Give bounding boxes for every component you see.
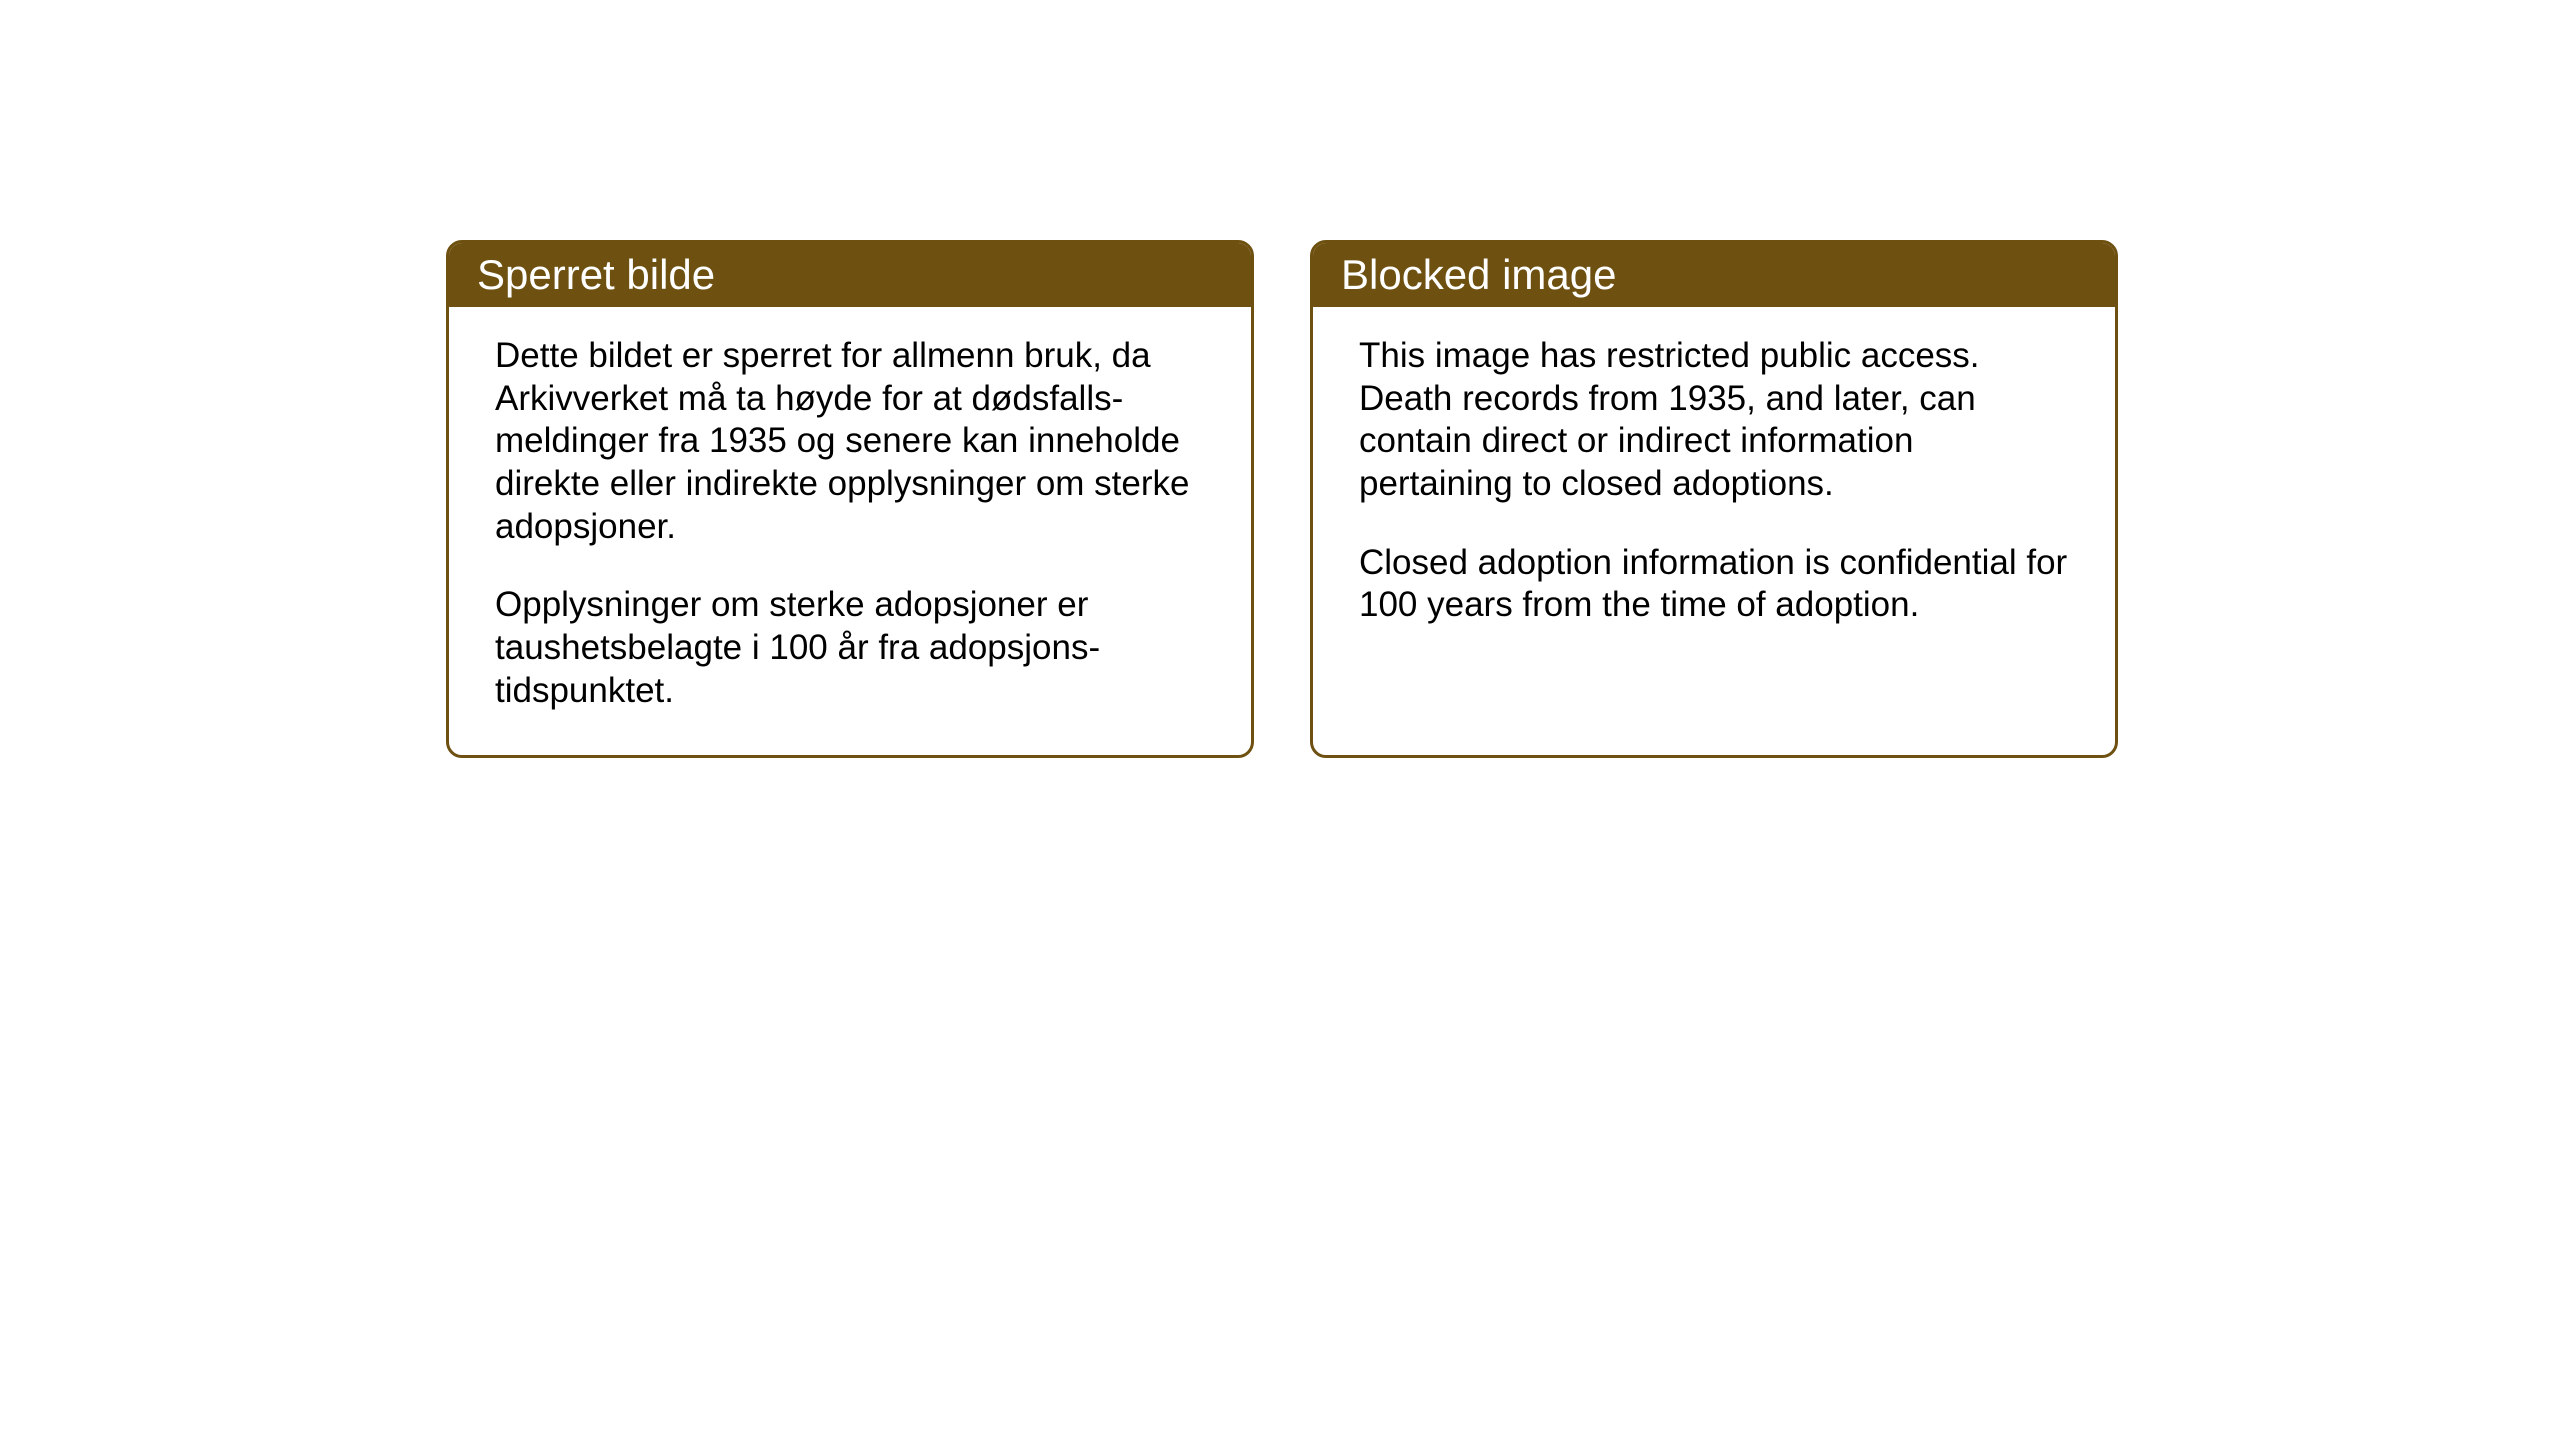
notice-header-english: Blocked image — [1313, 243, 2115, 307]
notice-paragraph2-english: Closed adoption information is confident… — [1359, 542, 2073, 627]
notice-paragraph1-english: This image has restricted public access.… — [1359, 335, 2073, 506]
notice-box-norwegian: Sperret bilde Dette bildet er sperret fo… — [446, 240, 1254, 758]
notice-body-norwegian: Dette bildet er sperret for allmenn bruk… — [449, 307, 1251, 755]
notice-body-english: This image has restricted public access.… — [1313, 307, 2115, 669]
notice-paragraph2-norwegian: Opplysninger om sterke adopsjoner er tau… — [495, 584, 1209, 712]
notice-header-norwegian: Sperret bilde — [449, 243, 1251, 307]
notices-container: Sperret bilde Dette bildet er sperret fo… — [446, 240, 2118, 758]
notice-box-english: Blocked image This image has restricted … — [1310, 240, 2118, 758]
notice-paragraph1-norwegian: Dette bildet er sperret for allmenn bruk… — [495, 335, 1209, 548]
notice-title-norwegian: Sperret bilde — [477, 251, 715, 298]
notice-title-english: Blocked image — [1341, 251, 1616, 298]
